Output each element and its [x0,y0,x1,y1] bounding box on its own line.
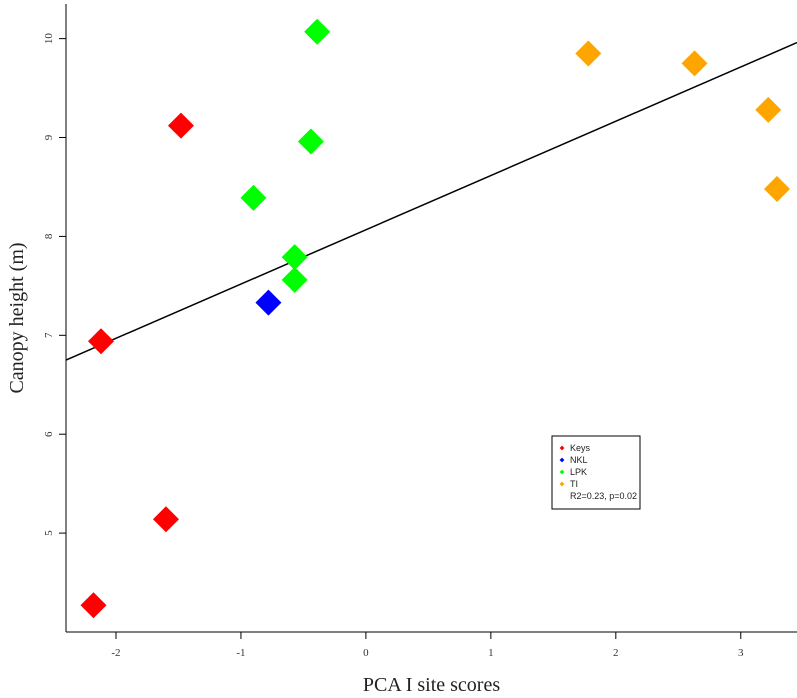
point-keys [80,592,107,619]
legend: Keys NKL LPK TI R2=0.23, p=0.02 [551,435,641,510]
point-ti [575,40,602,67]
point-ti [755,96,782,123]
legend-label-ti: TI [570,479,578,489]
legend-stats-note: R2=0.23, p=0.02 [570,491,637,501]
point-nkl [255,289,282,316]
x-tick-label: 0 [363,647,369,659]
y-tick-label: 5 [43,530,55,536]
point-lpk [281,244,308,271]
y-tick-label: 6 [43,431,55,437]
y-tick-label: 10 [43,33,55,45]
y-tick-label: 7 [43,332,55,338]
legend-box [551,435,641,510]
regression-line-group [65,41,797,361]
point-ti [764,175,791,202]
x-tick-label: 3 [738,647,744,659]
point-keys [152,506,179,533]
point-keys [87,328,114,355]
x-axis-title: PCA I site scores [363,674,500,696]
legend-label-keys: Keys [570,443,591,453]
legend-label-lpk: LPK [570,467,587,477]
legend-label-nkl: NKL [570,455,588,465]
point-lpk [297,128,324,155]
y-tick-label: 8 [43,233,55,239]
legend-marker-keys [559,445,565,451]
x-tick-label: 2 [613,647,619,659]
point-lpk [281,266,308,293]
y-tick-label: 9 [43,134,55,140]
legend-marker-lpk [559,469,565,475]
x-tick-label: 1 [488,647,494,659]
legend-marker-ti [559,481,565,487]
regression-line [65,41,797,361]
x-tick-label: -2 [111,647,120,659]
point-lpk [240,184,267,211]
legend-marker-nkl [559,457,565,463]
point-lpk [304,18,331,45]
data-points [80,18,791,619]
point-keys [167,112,194,139]
axes: -2 -1 0 1 2 3 5 6 7 8 9 10 [43,4,797,659]
y-axis-title: Canopy height (m) [6,242,28,393]
x-tick-label: -1 [236,647,245,659]
point-ti [681,50,708,77]
